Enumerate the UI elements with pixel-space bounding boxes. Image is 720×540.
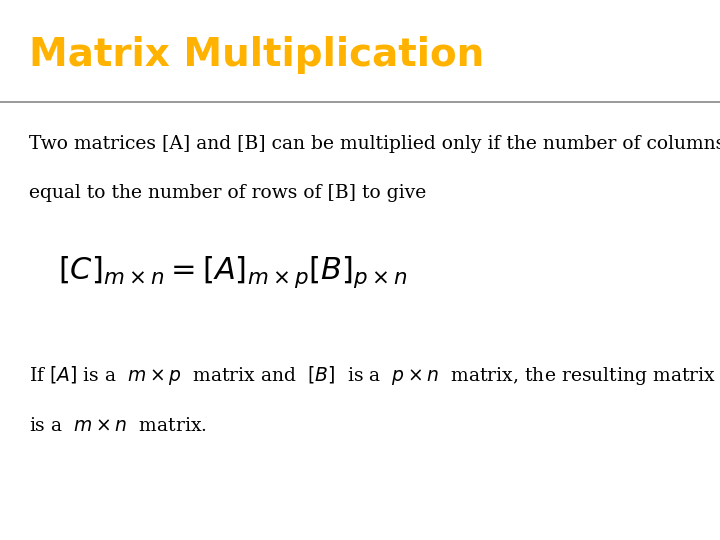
Text: Matrix Multiplication: Matrix Multiplication (29, 36, 484, 74)
Text: Two matrices [A] and [B] can be multiplied only if the number of columns of [A] : Two matrices [A] and [B] can be multipli… (29, 135, 720, 153)
Text: is a  $m \times n$  matrix.: is a $m \times n$ matrix. (29, 417, 207, 435)
Text: If $[A]$ is a  $m \times p$  matrix and  $[B]$  is a  $p \times n$  matrix, the : If $[A]$ is a $m \times p$ matrix and $[… (29, 364, 720, 387)
Text: equal to the number of rows of [B] to give: equal to the number of rows of [B] to gi… (29, 184, 426, 201)
Text: $[C]_{m \times n} = [A]_{m \times p}[B]_{p \times n}$: $[C]_{m \times n} = [A]_{m \times p}[B]_… (58, 254, 407, 290)
